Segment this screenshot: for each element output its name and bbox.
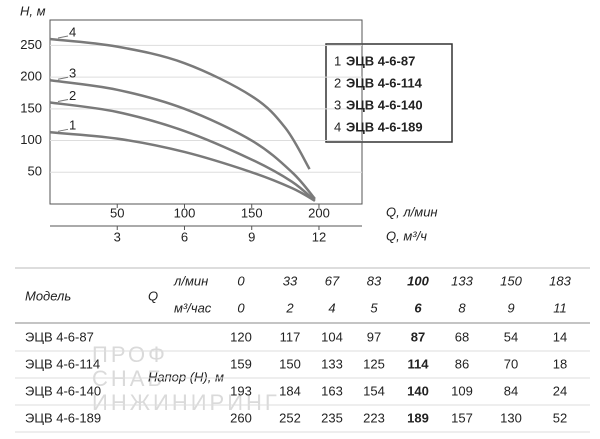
table-cell: 67 xyxy=(325,273,340,288)
curve-label: 2 xyxy=(69,88,76,103)
table-cell: 33 xyxy=(283,273,298,288)
table-cell: 140 xyxy=(407,383,429,398)
table-cell: 157 xyxy=(451,410,473,425)
table-cell: 97 xyxy=(367,329,381,344)
curve-leader xyxy=(57,98,69,102)
table-cell: 235 xyxy=(321,410,343,425)
x2-tick-label: 9 xyxy=(248,229,255,244)
table-cell: 117 xyxy=(280,329,301,344)
legend-label: ЭЦВ 4-6-189 xyxy=(346,119,423,134)
table-cell: 84 xyxy=(504,383,518,398)
legend-label: ЭЦВ 4-6-87 xyxy=(346,53,415,68)
table-cell: 183 xyxy=(549,273,571,288)
legend-number: 4 xyxy=(334,119,341,134)
table-cell: 52 xyxy=(553,410,567,425)
y-tick-label: 200 xyxy=(20,69,42,84)
y-axis-label: H, м xyxy=(20,3,46,18)
y-tick-label: 50 xyxy=(28,164,42,179)
legend-number: 3 xyxy=(334,97,341,112)
table-cell: 184 xyxy=(279,383,301,398)
table-cell: 83 xyxy=(367,273,382,288)
legend-number: 2 xyxy=(334,75,341,90)
table-cell: 18 xyxy=(553,356,567,371)
table-cell: 133 xyxy=(451,273,473,288)
table-cell: 150 xyxy=(500,273,522,288)
x2-axis-label: Q, м³/ч xyxy=(386,228,427,243)
y-tick-label: 100 xyxy=(20,132,42,147)
x-tick-label: 150 xyxy=(241,205,263,220)
curve-leader xyxy=(57,128,69,132)
table-cell: 14 xyxy=(553,329,567,344)
table-cell: 70 xyxy=(504,356,518,371)
table-cell: 68 xyxy=(455,329,469,344)
x-tick-label: 50 xyxy=(110,205,124,220)
table-cell: 125 xyxy=(363,356,385,371)
curve-label: 3 xyxy=(69,66,76,81)
table-cell: 109 xyxy=(451,383,473,398)
table-cell: 87 xyxy=(411,329,425,344)
table-cell: 133 xyxy=(321,356,343,371)
table-cell: 150 xyxy=(279,356,301,371)
x-tick-label: 100 xyxy=(174,205,196,220)
watermark: ИНЖИНИРИНГ xyxy=(92,390,280,415)
table-cell: 159 xyxy=(230,356,252,371)
table-cell: 0 xyxy=(237,273,245,288)
table-cell: 189 xyxy=(407,410,429,425)
curve xyxy=(49,101,316,202)
table-cell: 114 xyxy=(408,356,430,371)
y-tick-label: 150 xyxy=(20,100,42,115)
table-cell: 120 xyxy=(230,329,252,344)
curve-label: 4 xyxy=(69,24,76,39)
table-cell: 130 xyxy=(500,410,522,425)
table-header: л/мин xyxy=(173,273,208,288)
table-cell: 24 xyxy=(553,383,567,398)
table-cell: 8 xyxy=(458,300,466,315)
curve-leader xyxy=(57,76,69,80)
x-tick-label: 200 xyxy=(308,205,330,220)
x-axis-label: Q, л/мин xyxy=(386,204,438,219)
table-cell: 11 xyxy=(553,300,567,315)
row-model: ЭЦВ 4-6-87 xyxy=(25,329,94,344)
curve-label: 1 xyxy=(69,118,76,133)
table-cell: 104 xyxy=(321,329,343,344)
curve xyxy=(49,37,311,170)
watermark: ПРОФ xyxy=(92,342,168,367)
table-cell: 0 xyxy=(237,300,245,315)
table-cell: 9 xyxy=(507,300,514,315)
table-cell: 193 xyxy=(230,383,252,398)
table-cell: 223 xyxy=(363,410,385,425)
table-header: Q xyxy=(148,288,158,303)
legend-label: ЭЦВ 4-6-140 xyxy=(346,97,423,112)
plot-frame xyxy=(49,19,363,205)
table-cell: 163 xyxy=(321,383,343,398)
row-model: ЭЦВ 4-6-189 xyxy=(25,410,101,425)
y-tick-label: 250 xyxy=(20,37,42,52)
table-cell: 5 xyxy=(370,300,378,315)
table-cell: 86 xyxy=(455,356,469,371)
x2-tick-label: 6 xyxy=(181,229,188,244)
legend-box xyxy=(325,43,453,143)
legend-label: ЭЦВ 4-6-114 xyxy=(346,75,423,90)
table-cell: 54 xyxy=(504,329,518,344)
table-cell: 2 xyxy=(285,300,294,315)
curve xyxy=(49,79,316,200)
table-cell: 252 xyxy=(279,410,301,425)
row-model: ЭЦВ 4-6-140 xyxy=(25,383,101,398)
table-header: Модель xyxy=(25,288,71,303)
table-header: м³/час xyxy=(174,300,212,315)
legend-number: 1 xyxy=(334,53,341,68)
x2-tick-label: 12 xyxy=(312,229,326,244)
table-cell: 260 xyxy=(230,410,252,425)
head-label: Напор (Н), м xyxy=(148,369,224,384)
table-cell: 4 xyxy=(328,300,335,315)
row-model: ЭЦВ 4-6-114 xyxy=(25,356,100,371)
curve xyxy=(49,131,316,202)
table-cell: 100 xyxy=(407,273,429,288)
x2-tick-label: 3 xyxy=(114,229,121,244)
curve-leader xyxy=(57,35,69,39)
table-cell: 6 xyxy=(414,300,422,315)
table-cell: 154 xyxy=(363,383,385,398)
